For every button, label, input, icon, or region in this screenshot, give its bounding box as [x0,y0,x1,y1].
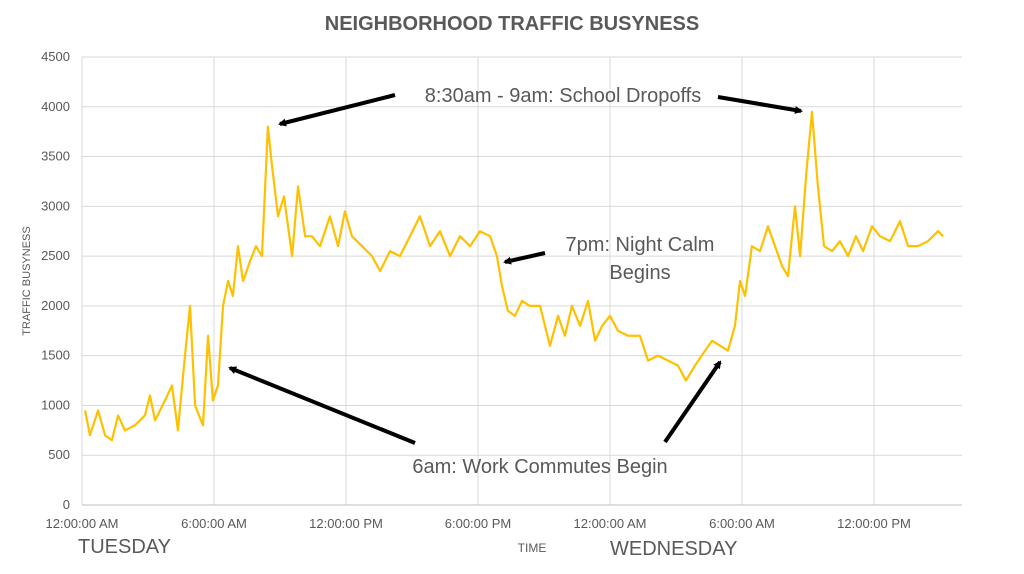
y-tick-label: 1500 [41,348,70,363]
x-tick-label: 6:00:00 PM [445,516,512,531]
day-label: TUESDAY [78,536,171,558]
annotation: Begins [609,262,670,284]
annotation: 7pm: Night Calm [566,234,715,256]
y-tick-label: 3500 [41,149,70,164]
plot-area: 0 500 1000 1500 2000 2500 3000 3500 4000 4500 12:0… [41,49,962,531]
arrow [717,95,803,114]
x-axis-label: TIME [518,541,547,555]
x-tick-label: 12:00:00 PM [309,516,383,531]
annotations: 8:30am - 9am: School Dropoffs 7pm: Night… [228,85,803,478]
y-axis-label: TRAFFIC BUSYNESS [21,226,33,335]
arrow [503,251,546,265]
arrow [278,93,396,127]
y-tick-label: 1000 [41,397,70,412]
x-tick-label: 12:00:00 AM [574,516,647,531]
x-tick-label: 6:00:00 AM [709,516,775,531]
data-line [84,110,944,442]
y-tick-label: 3000 [41,198,70,213]
y-tick-label: 4500 [41,49,70,64]
arrow [663,360,722,444]
y-tick-label: 500 [48,447,70,462]
x-tick-label: 6:00:00 AM [181,516,247,531]
x-tick-label: 12:00:00 PM [837,516,911,531]
day-label: WEDNESDAY [610,538,737,560]
annotation: 8:30am - 9am: School Dropoffs [425,85,701,107]
annotation: 6am: Work Commutes Begin [412,456,667,478]
y-tick-label: 2500 [41,248,70,263]
y-tick-label: 0 [63,497,70,512]
chart-title: NEIGHBORHOOD TRAFFIC BUSYNESS [325,13,699,35]
y-tick-label: 2000 [41,298,70,313]
arrow [228,366,416,445]
y-tick-label: 4000 [41,99,70,114]
x-tick-label: 12:00:00 AM [46,516,119,531]
